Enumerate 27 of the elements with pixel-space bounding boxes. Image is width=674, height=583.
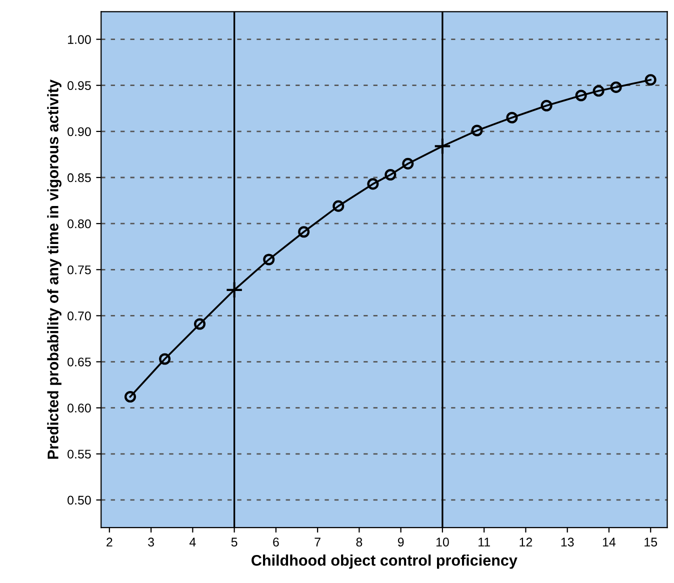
x-tick-label: 11 <box>478 538 490 546</box>
y-axis-title: Predicted probability of any time in vigorous activity <box>47 80 62 459</box>
y-tick-label: 0.60 <box>68 404 91 412</box>
y-tick-label: 0.70 <box>68 312 91 320</box>
x-tick-label: 2 <box>106 538 112 546</box>
y-tick-label: 0.65 <box>68 358 91 366</box>
x-tick-label: 8 <box>356 538 362 547</box>
x-tick-label: 5 <box>231 538 238 547</box>
x-tick-label: 9 <box>398 538 404 547</box>
x-tick-label: 12 <box>520 538 532 546</box>
x-tick-label: 6 <box>273 538 279 547</box>
y-tick-label: 1.00 <box>68 35 91 44</box>
x-tick-label: 3 <box>148 538 154 547</box>
x-tick-label: 7 <box>314 538 320 546</box>
x-tick-label: 10 <box>436 538 449 547</box>
x-tick-label: 13 <box>561 538 574 547</box>
x-tick-label: 14 <box>602 538 616 546</box>
y-tick-label: 0.95 <box>68 81 91 90</box>
y-tick-label: 0.50 <box>68 496 91 505</box>
x-tick-label: 15 <box>644 538 658 547</box>
x-tick-label: 4 <box>189 538 196 546</box>
y-tick-label: 0.80 <box>68 219 91 228</box>
y-tick-label: 0.85 <box>68 173 91 182</box>
x-axis-title: Childhood object control proficiency <box>252 554 518 569</box>
y-tick-label: 0.75 <box>68 265 91 274</box>
y-tick-label: 0.55 <box>68 450 91 459</box>
y-tick-label: 0.90 <box>68 127 91 136</box>
